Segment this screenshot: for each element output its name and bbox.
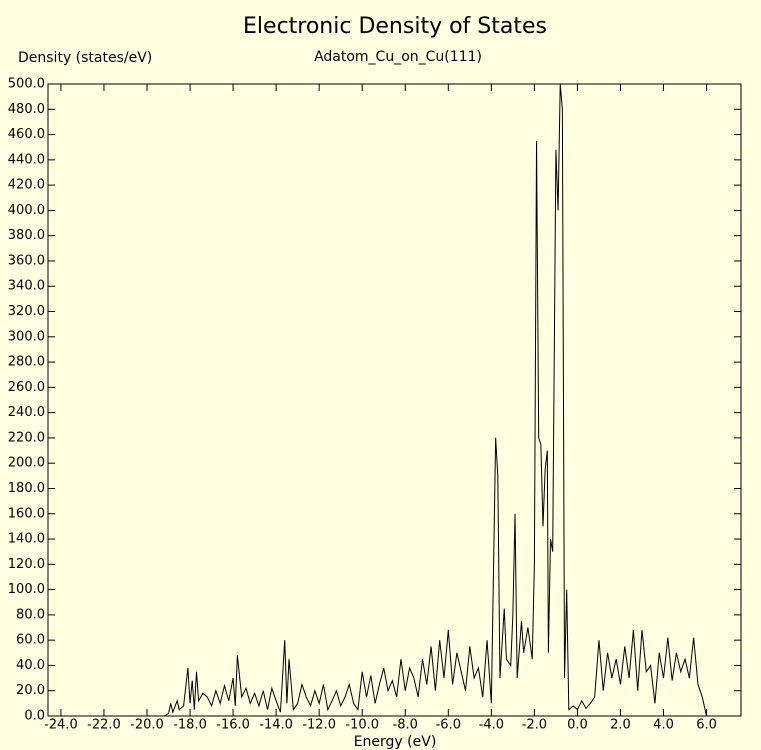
x-tick-label: 6.0 xyxy=(696,718,717,733)
x-tick-label: -8.0 xyxy=(393,718,418,733)
y-tick-label: 300.0 xyxy=(8,329,45,344)
plot-layer xyxy=(50,84,711,716)
x-tick-label: 0.0 xyxy=(567,718,588,733)
x-tick-label: -24.0 xyxy=(44,718,78,733)
x-axis-label: Energy (eV) xyxy=(354,734,437,750)
x-tick-label: 2.0 xyxy=(610,718,631,733)
y-tick-label: 80.0 xyxy=(16,607,45,622)
y-tick-label: 240.0 xyxy=(8,405,45,420)
x-tick-label: -14.0 xyxy=(259,718,293,733)
y-tick-label: 120.0 xyxy=(8,557,45,572)
plot-area xyxy=(47,83,742,717)
data-line xyxy=(50,84,711,716)
y-tick-label: 200.0 xyxy=(8,456,45,471)
y-tick-label: 40.0 xyxy=(16,658,45,673)
x-tick-label: -10.0 xyxy=(345,718,379,733)
y-tick-label: 100.0 xyxy=(8,582,45,597)
x-tick-label: -22.0 xyxy=(87,718,121,733)
y-tick-label: 460.0 xyxy=(8,127,45,142)
y-tick-label: 500.0 xyxy=(8,77,45,92)
x-tick-label: -6.0 xyxy=(436,718,461,733)
chart-title: Electronic Density of States xyxy=(243,14,547,39)
y-tick-label: 180.0 xyxy=(8,481,45,496)
y-tick-label: 20.0 xyxy=(16,683,45,698)
y-tick-label: 400.0 xyxy=(8,203,45,218)
y-tick-label: 380.0 xyxy=(8,228,45,243)
y-tick-label: 260.0 xyxy=(8,380,45,395)
y-tick-label: 0.0 xyxy=(24,709,45,724)
y-tick-label: 440.0 xyxy=(8,152,45,167)
y-tick-label: 280.0 xyxy=(8,355,45,370)
y-tick-label: 420.0 xyxy=(8,178,45,193)
y-tick-label: 340.0 xyxy=(8,279,45,294)
y-tick-label: 160.0 xyxy=(8,506,45,521)
x-tick-label: -2.0 xyxy=(522,718,547,733)
chart-subtitle: Adatom_Cu_on_Cu(111) xyxy=(314,49,482,65)
y-tick-label: 480.0 xyxy=(8,102,45,117)
y-tick-label: 320.0 xyxy=(8,304,45,319)
x-tick-label: -12.0 xyxy=(302,718,336,733)
y-axis-label: Density (states/eV) xyxy=(18,50,152,66)
y-tick-label: 220.0 xyxy=(8,430,45,445)
y-tick-label: 140.0 xyxy=(8,532,45,547)
x-tick-label: -20.0 xyxy=(130,718,164,733)
x-tick-label: -18.0 xyxy=(173,718,207,733)
y-tick-label: 60.0 xyxy=(16,633,45,648)
x-tick-label: -4.0 xyxy=(479,718,504,733)
x-tick-label: -16.0 xyxy=(216,718,250,733)
y-tick-label: 360.0 xyxy=(8,253,45,268)
x-tick-label: 4.0 xyxy=(653,718,674,733)
